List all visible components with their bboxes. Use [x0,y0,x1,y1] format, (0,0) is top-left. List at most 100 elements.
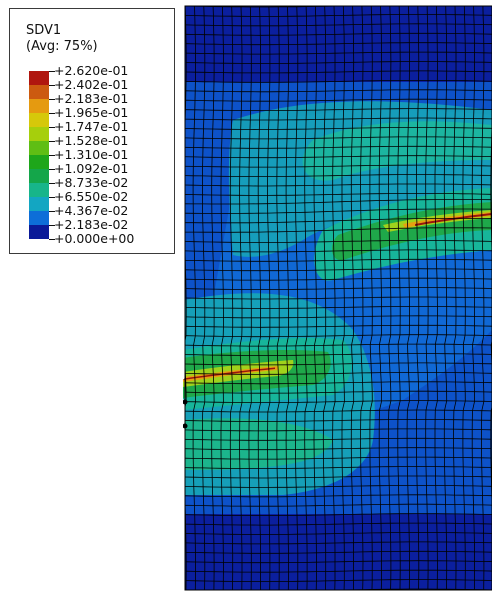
mesh-line-horizontal [184,136,492,140]
mesh-line-horizontal [186,42,492,46]
mesh-line-horizontal [185,6,492,8]
legend-tick-label: +1.747e-01 [54,119,129,134]
mesh-line-horizontal [184,155,492,159]
legend-tick-label: +2.183e-02 [54,217,129,232]
legend-tick [49,183,55,184]
mesh-line-horizontal [184,353,492,356]
legend-tick-label: +2.402e-01 [54,77,129,92]
legend-tick [49,113,55,114]
mesh-line-horizontal [184,485,492,488]
mesh-line-horizontal [186,306,492,309]
legend-title: SDV1 [26,23,62,38]
mesh-line-horizontal [183,428,491,432]
legend-swatch [29,113,49,127]
mesh-line-horizontal [186,560,492,564]
contour-field [183,6,492,590]
mesh-line-horizontal [183,199,491,205]
mesh-line-horizontal [184,127,492,130]
mesh-line-horizontal [185,277,492,281]
part-outline [184,5,492,591]
legend-tick-label: +6.550e-02 [54,189,129,204]
mesh-line-horizontal [183,419,491,422]
mesh-line-horizontal [185,117,492,121]
legend-tick [49,99,55,100]
mesh-line-horizontal [186,569,492,573]
legend-tick [49,211,55,212]
legend-swatch [29,99,49,113]
legend-swatch [29,197,49,211]
legend-swatch [29,85,49,99]
legend-tick-label: +8.733e-02 [54,175,129,190]
legend-swatch [29,127,49,141]
mesh-line-horizontal [185,268,492,272]
legend-swatch [29,155,49,169]
mesh-line-horizontal [184,145,492,149]
mesh-line-horizontal [184,240,492,243]
mesh-line-horizontal [185,98,492,102]
mesh-line-horizontal [186,400,492,403]
mesh-line-horizontal [184,249,492,253]
mesh-line-horizontal [186,70,492,74]
fe-contour-plot [183,5,492,591]
legend-tick [49,127,55,128]
legend-tick [49,169,55,170]
legend-swatch [29,225,49,239]
mesh-line-horizontal [183,183,491,187]
legend-tick [49,71,55,72]
mesh-line-horizontal [183,456,491,460]
contour-crack-lower [183,367,275,380]
mesh-line-horizontal [184,494,492,498]
mesh-line-horizontal [183,174,491,177]
mesh-line-horizontal [184,362,492,366]
mesh-line-horizontal [184,409,492,413]
legend-tick [49,239,55,240]
mesh-line-horizontal [183,437,491,441]
legend-swatch [29,211,49,225]
contour-legend: SDV1 (Avg: 75%) +2.620e-01 +2.402e-01 +2.1… [9,8,175,254]
legend-tick [49,85,55,86]
mesh-line-horizontal [186,324,492,328]
legend-tick [49,225,55,226]
mesh-line-horizontal [183,164,492,168]
mesh-line-horizontal [185,287,492,290]
legend-swatch [29,183,49,197]
mesh-line-horizontal [186,315,492,319]
mesh-line-horizontal [183,193,491,196]
mesh-line-horizontal [184,475,492,479]
mesh-line-horizontal [186,579,492,582]
legend-swatch [29,141,49,155]
mesh-line-horizontal [185,541,492,545]
mesh-line-horizontal [186,80,492,83]
legend-tick-label: +0.000e+00 [54,231,135,246]
legend-swatch [29,169,49,183]
mesh-line-horizontal [185,381,492,385]
mesh-line-horizontal [185,588,492,590]
legend-tick-label: +1.092e-01 [54,161,129,176]
mesh-line-horizontal [186,390,492,394]
legend-tick-label: +4.367e-02 [54,203,129,218]
legend-tick [49,155,55,156]
legend-tick [49,141,55,142]
mesh-line-horizontal [186,51,492,55]
mesh-line-horizontal [186,296,492,300]
mesh-line-horizontal [184,227,492,233]
mesh-line-horizontal [185,513,492,516]
mesh-line-horizontal [185,32,492,36]
mesh-line-horizontal [185,89,492,93]
mesh-line-horizontal [184,218,492,224]
mesh-line-horizontal [183,208,491,214]
legend-tick-label: +2.183e-01 [54,91,129,106]
mesh-line-horizontal [185,522,492,526]
mesh-line-horizontal [183,447,491,451]
legend-tick-label: +2.620e-01 [54,63,129,78]
mesh-line-horizontal [184,343,492,347]
legend-tick [49,197,55,198]
legend-subtitle: (Avg: 75%) [26,39,98,54]
mesh-line-horizontal [185,14,492,17]
mesh-line-horizontal [185,23,492,27]
legend-tick-label: +1.528e-01 [54,133,129,148]
mesh-line-horizontal [185,258,492,262]
legend-tick-label: +1.310e-01 [54,147,129,162]
mesh-line-horizontal [185,372,492,375]
mesh-line-horizontal [185,503,492,507]
